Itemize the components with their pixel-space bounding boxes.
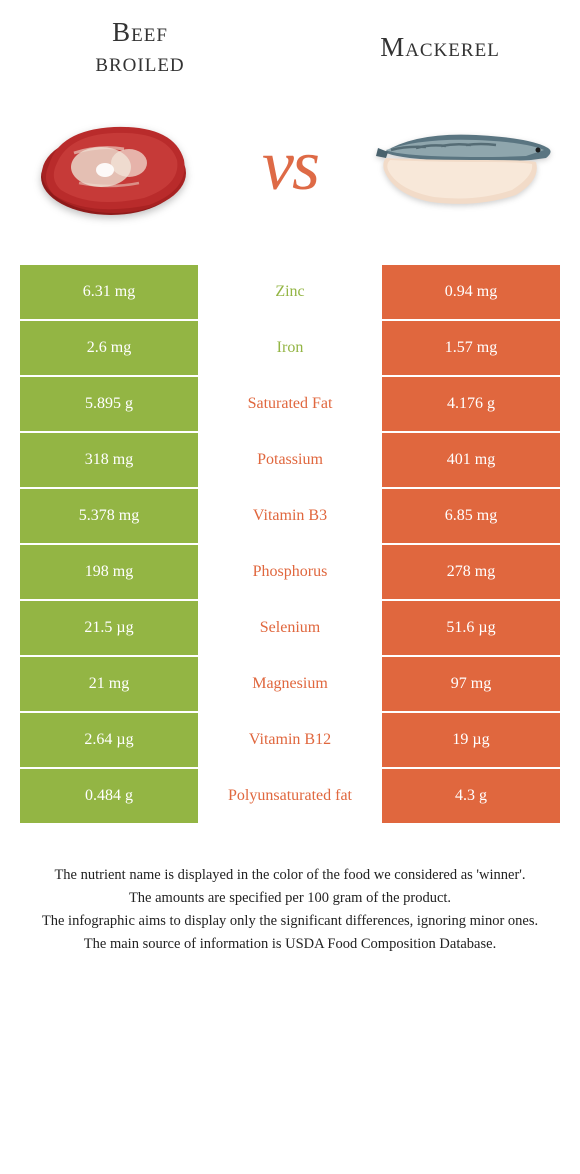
- cell-nutrient-label: Polyunsaturated fat: [200, 769, 380, 825]
- cell-left-value: 5.895 g: [20, 377, 200, 433]
- cell-right-value: 97 mg: [380, 657, 560, 713]
- table-row: 2.64 µgVitamin B1219 µg: [20, 713, 560, 769]
- cell-right-value: 4.176 g: [380, 377, 560, 433]
- cell-nutrient-label: Vitamin B3: [200, 489, 380, 545]
- cell-nutrient-label: Vitamin B12: [200, 713, 380, 769]
- table-row: 5.378 mgVitamin B36.85 mg: [20, 489, 560, 545]
- cell-nutrient-label: Magnesium: [200, 657, 380, 713]
- beef-icon: [29, 105, 199, 225]
- cell-nutrient-label: Phosphorus: [200, 545, 380, 601]
- table-row: 0.484 gPolyunsaturated fat4.3 g: [20, 769, 560, 825]
- cell-right-value: 51.6 µg: [380, 601, 560, 657]
- vs-label: vs: [262, 124, 318, 207]
- cell-right-value: 278 mg: [380, 545, 560, 601]
- cell-right-value: 0.94 mg: [380, 265, 560, 321]
- cell-left-value: 198 mg: [20, 545, 200, 601]
- title-left-line1: Beef: [112, 17, 168, 47]
- cell-left-value: 6.31 mg: [20, 265, 200, 321]
- cell-right-value: 1.57 mg: [380, 321, 560, 377]
- cell-left-value: 2.6 mg: [20, 321, 200, 377]
- cell-right-value: 401 mg: [380, 433, 560, 489]
- title-left-line2: broiled: [95, 47, 184, 77]
- table-row: 2.6 mgIron1.57 mg: [20, 321, 560, 377]
- footer-line-4: The main source of information is USDA F…: [30, 934, 550, 955]
- cell-nutrient-label: Selenium: [200, 601, 380, 657]
- vs-row: vs: [0, 77, 580, 265]
- mackerel-icon: [376, 110, 556, 220]
- beef-image: [24, 95, 204, 235]
- table-row: 5.895 gSaturated Fat4.176 g: [20, 377, 560, 433]
- header: Beef broiled Mackerel: [0, 0, 580, 77]
- table-row: 198 mgPhosphorus278 mg: [20, 545, 560, 601]
- cell-left-value: 318 mg: [20, 433, 200, 489]
- table-row: 21 mgMagnesium97 mg: [20, 657, 560, 713]
- cell-nutrient-label: Potassium: [200, 433, 380, 489]
- cell-nutrient-label: Iron: [200, 321, 380, 377]
- cell-nutrient-label: Saturated Fat: [200, 377, 380, 433]
- cell-right-value: 19 µg: [380, 713, 560, 769]
- table-row: 318 mgPotassium401 mg: [20, 433, 560, 489]
- cell-left-value: 21 mg: [20, 657, 200, 713]
- table-row: 6.31 mgZinc0.94 mg: [20, 265, 560, 321]
- cell-left-value: 5.378 mg: [20, 489, 200, 545]
- cell-left-value: 0.484 g: [20, 769, 200, 825]
- mackerel-image: [376, 95, 556, 235]
- footer-line-2: The amounts are specified per 100 gram o…: [30, 888, 550, 909]
- cell-right-value: 6.85 mg: [380, 489, 560, 545]
- nutrient-table: 6.31 mgZinc0.94 mg2.6 mgIron1.57 mg5.895…: [20, 265, 560, 825]
- title-right: Mackerel: [340, 33, 540, 63]
- cell-left-value: 21.5 µg: [20, 601, 200, 657]
- footer-line-3: The infographic aims to display only the…: [30, 911, 550, 932]
- cell-right-value: 4.3 g: [380, 769, 560, 825]
- footer-line-1: The nutrient name is displayed in the co…: [30, 865, 550, 886]
- cell-left-value: 2.64 µg: [20, 713, 200, 769]
- title-left: Beef broiled: [40, 18, 240, 77]
- footer-notes: The nutrient name is displayed in the co…: [30, 865, 550, 955]
- cell-nutrient-label: Zinc: [200, 265, 380, 321]
- table-row: 21.5 µgSelenium51.6 µg: [20, 601, 560, 657]
